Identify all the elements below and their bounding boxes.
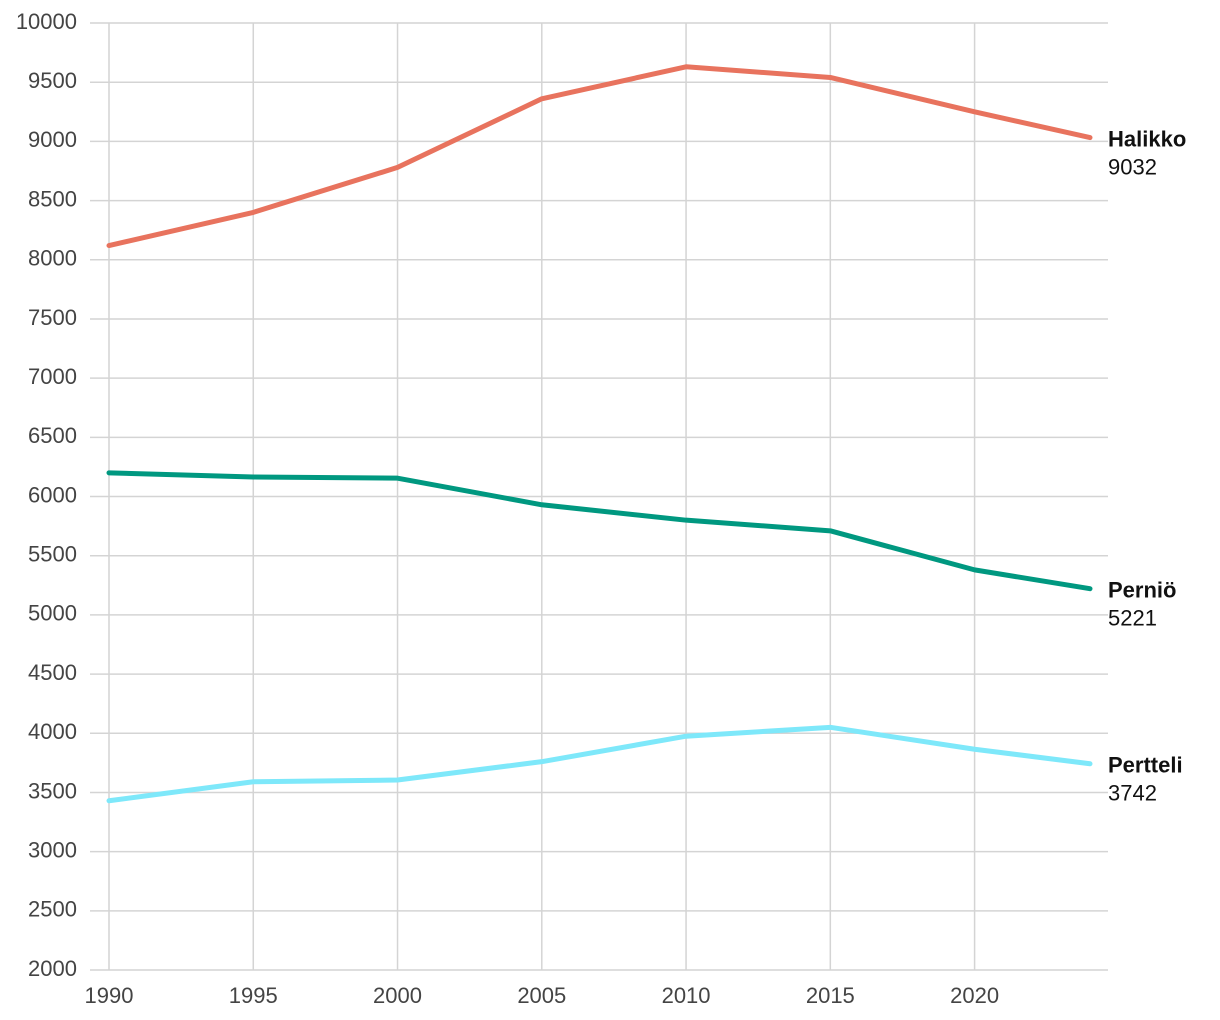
y-tick-label: 2000 [28, 956, 77, 981]
series-label: Perniö [1108, 578, 1176, 603]
line [106, 64, 1093, 249]
y-tick-label: 6000 [28, 482, 77, 507]
series-label: Halikko [1108, 126, 1186, 151]
x-tick-label: 1990 [85, 983, 134, 1008]
y-tick-label: 7000 [28, 364, 77, 389]
y-tick-label: 4500 [28, 660, 77, 685]
value-label: 5221 [1108, 606, 1157, 631]
y-tick-label: 3000 [28, 837, 77, 862]
value-label: 9032 [1108, 154, 1157, 179]
y-tick-label: 7500 [28, 305, 77, 330]
x-tick-label: 2010 [662, 983, 711, 1008]
y-tick-label: 8000 [28, 246, 77, 271]
y-tick-label: 3500 [28, 778, 77, 803]
y-tick-label: 4000 [28, 719, 77, 744]
y-tick-label: 9500 [28, 68, 77, 93]
x-tick-label: 1995 [229, 983, 278, 1008]
line [106, 724, 1093, 804]
y-tick-label: 9000 [28, 127, 77, 152]
y-tick-label: 2500 [28, 897, 77, 922]
y-tick-label: 8500 [28, 186, 77, 211]
y-tick-label: 10000 [16, 9, 77, 34]
x-tick-label: 2000 [373, 983, 422, 1008]
value-label: 3742 [1108, 781, 1157, 806]
line [106, 470, 1093, 592]
series-label: Pertteli [1108, 753, 1183, 778]
x-tick-label: 2005 [517, 983, 566, 1008]
x-tick-label: 2015 [806, 983, 855, 1008]
y-tick-label: 5000 [28, 601, 77, 626]
y-tick-label: 5500 [28, 542, 77, 567]
x-tick-label: 2020 [950, 983, 999, 1008]
y-tick-label: 6500 [28, 423, 77, 448]
